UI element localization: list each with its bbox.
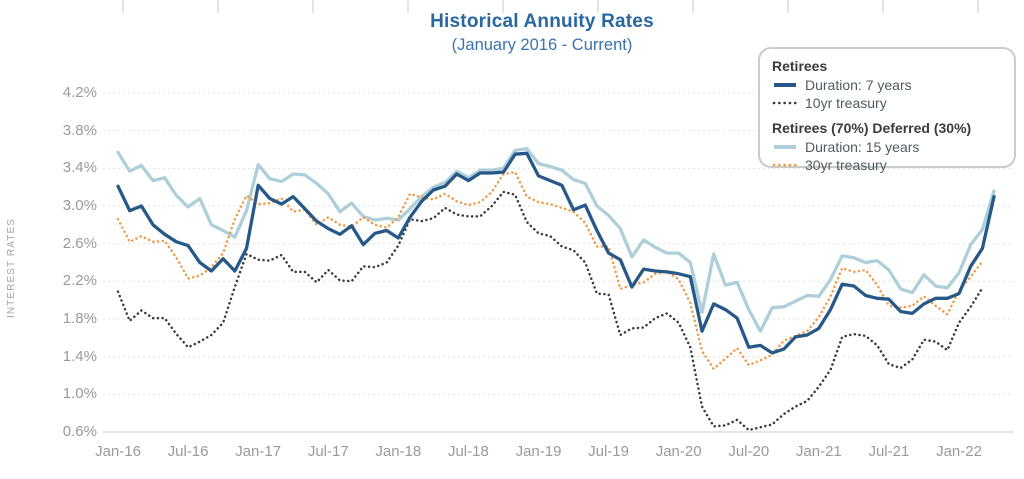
y-tick-label: 4.2% [62, 84, 97, 101]
legend-label: Duration: 7 years [805, 77, 912, 93]
x-tick-label: Jul-17 [307, 443, 349, 460]
y-tick-label: 3.8% [62, 121, 97, 139]
solid-line-swatch-icon [774, 83, 796, 87]
legend-label: Duration: 15 years [805, 139, 920, 155]
x-tick-label: Jan-19 [515, 443, 562, 460]
series-line-duration-7-years [116, 151, 996, 355]
y-tick-label: 1.0% [62, 385, 97, 403]
legend-group-title-deferred: Retirees (70%) Deferred (30%) [772, 120, 972, 136]
y-tick-label: 1.8% [62, 310, 97, 327]
y-axis-title: INTEREST RATES [6, 217, 17, 319]
x-tick-label: Jul-16 [167, 443, 209, 460]
legend-item-duration-15-years: Duration: 15 years [772, 138, 1000, 156]
legend-label: 30yr treasury [805, 157, 887, 173]
y-tick-label: 2.6% [62, 234, 97, 252]
y-tick-label: 0.6% [62, 423, 97, 440]
y-tick-label: 2.2% [62, 272, 97, 290]
x-tick-label: Jan-18 [375, 443, 422, 460]
x-tick-label: Jul-18 [447, 443, 489, 460]
x-tick-label: Jul-20 [728, 443, 770, 460]
legend-spacer [772, 112, 1000, 119]
y-tick-label: 3.4% [62, 159, 97, 177]
x-tick-label: Jan-20 [655, 443, 702, 460]
y-tick-label: 3.0% [62, 197, 97, 214]
legend-label: 10yr treasury [805, 95, 887, 111]
legend-item-10yr-treasury: 10yr treasury [772, 94, 1000, 112]
x-tick-label: Jul-19 [588, 443, 629, 460]
x-tick-label: Jan-17 [235, 443, 282, 460]
x-tick-label: Jan-16 [95, 443, 141, 460]
series-line-30yr-treasury [116, 170, 984, 371]
solid-line-swatch-icon [774, 145, 796, 149]
legend-item-duration-7-years: Duration: 7 years [772, 76, 1000, 94]
x-tick-label: Jan-22 [936, 443, 982, 460]
dotted-line-swatch-icon [772, 101, 798, 105]
legend-item-30yr-treasury: 30yr treasury [772, 156, 1000, 174]
series-line-duration-15-years [116, 146, 996, 333]
dotted-line-swatch-icon [772, 163, 798, 167]
x-tick-label: Jan-21 [795, 443, 842, 460]
y-tick-label: 1.4% [62, 347, 97, 365]
series-line-10yr-treasury [116, 190, 984, 432]
x-tick-label: Jul-21 [868, 443, 910, 460]
legend-group-title-retirees: Retirees [772, 58, 828, 74]
legend: Retirees Duration: 7 years 10yr treasury… [758, 47, 1016, 173]
